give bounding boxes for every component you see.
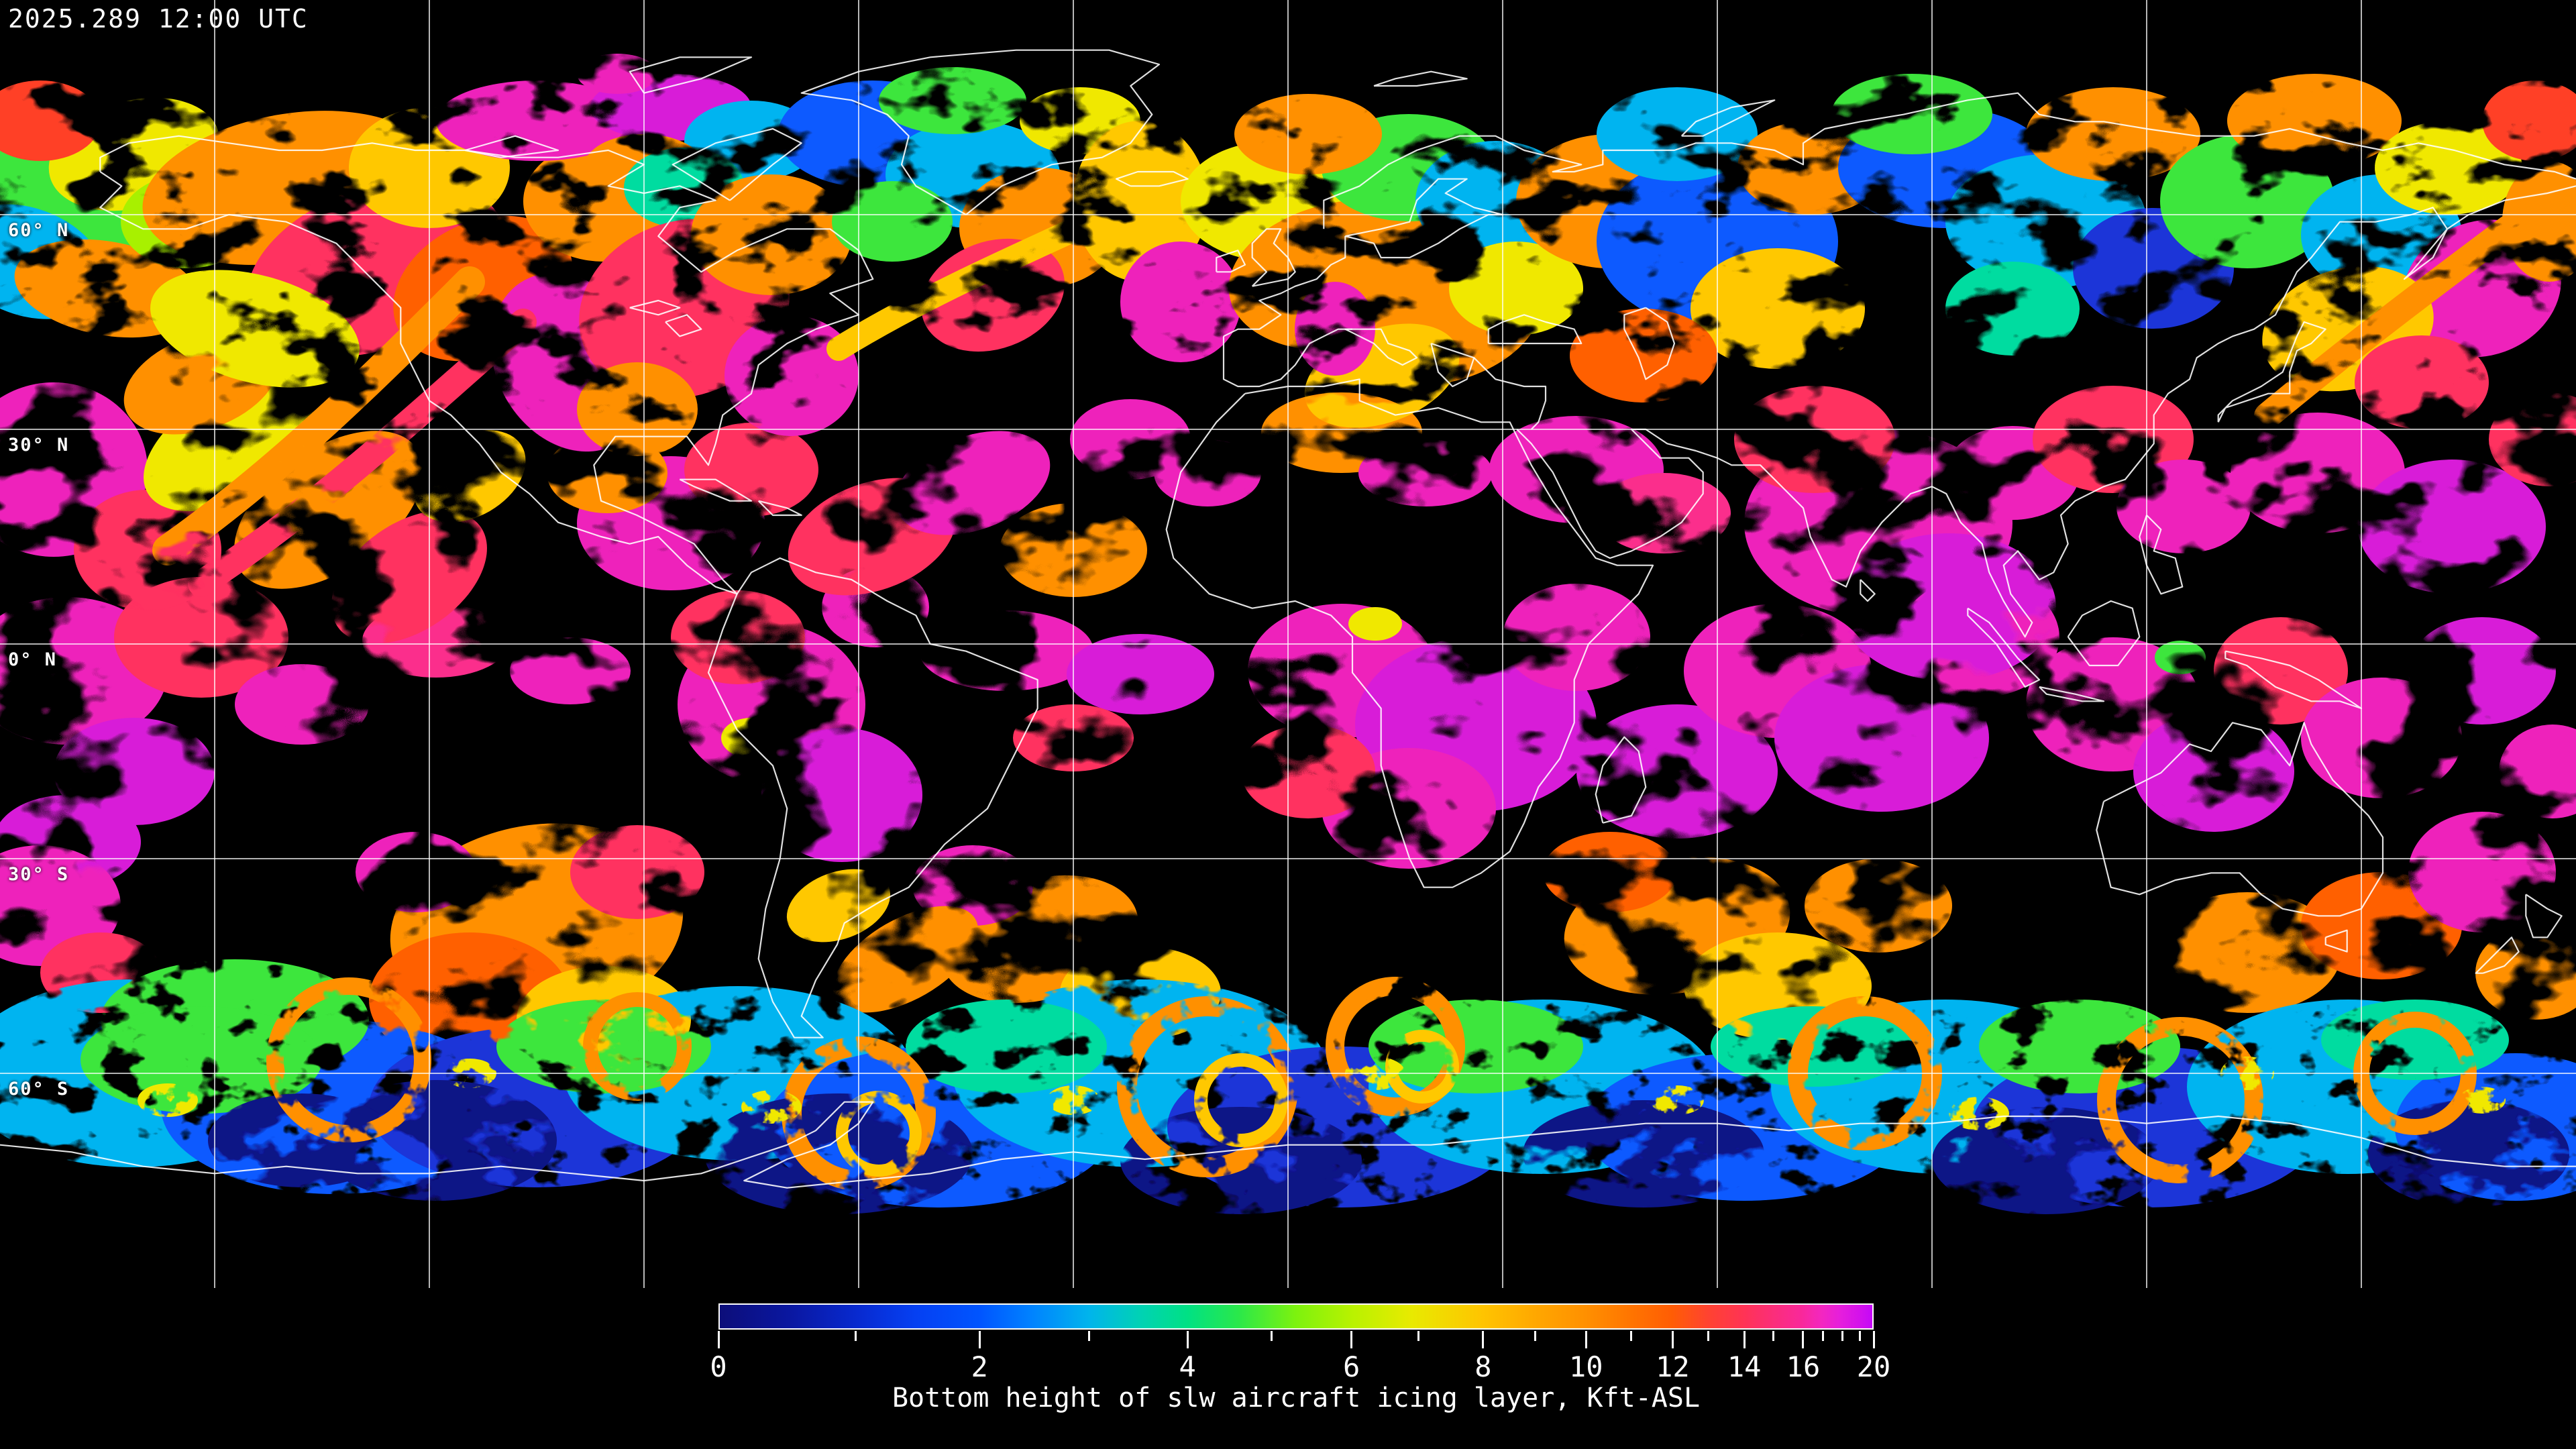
colorbar-tick-label-20: 20 [1856,1350,1891,1383]
colorbar-tick-4 [1186,1331,1189,1348]
lat-label-30s: 30° S [8,864,70,885]
colorbar-tick-label-2: 2 [971,1350,988,1383]
colorbar-tick-6 [1350,1331,1353,1348]
colorbar-tick-18 [1841,1331,1843,1341]
colorbar-tick-label-10: 10 [1568,1350,1603,1383]
lat-label-60s: 60° S [8,1079,70,1099]
lat-label-30n: 30° N [8,435,70,455]
colorbar-tick-1 [855,1331,857,1341]
colorbar-tick-14 [1743,1331,1746,1348]
colorbar-tick-20 [1872,1331,1875,1348]
colorbar-tick-19 [1858,1331,1861,1341]
colorbar-tick-10 [1585,1331,1587,1348]
lat-label-60n: 60° N [8,220,70,241]
colorbar-tick-label-6: 6 [1342,1350,1360,1383]
lat-label-0n: 0° N [8,649,58,670]
colorbar-tick-0 [717,1331,720,1348]
icing-data-layer [0,54,2576,1214]
timestamp: 2025.289 12:00 UTC [8,4,309,34]
colorbar-tick-5 [1271,1331,1273,1341]
colorbar-tick-11 [1629,1331,1632,1341]
colorbar-tick-8 [1482,1331,1485,1348]
colorbar-tick-label-12: 12 [1656,1350,1690,1383]
colorbar-tick-9 [1534,1331,1536,1341]
colorbar-tick-12 [1671,1331,1674,1348]
colorbar-tick-13 [1707,1331,1710,1341]
colorbar-tick-label-4: 4 [1179,1350,1196,1383]
colorbar-tick-15 [1772,1331,1774,1341]
colorbar-tick-label-8: 8 [1474,1350,1492,1383]
colorbar-tick-label-14: 14 [1727,1350,1762,1383]
colorbar-tick-2 [978,1331,981,1348]
colorbar-tick-17 [1821,1331,1824,1341]
colorbar-tick-label-16: 16 [1786,1350,1821,1383]
colorbar-caption: Bottom height of slw aircraft icing laye… [892,1383,1701,1413]
colorbar-gradient [718,1303,1874,1330]
colorbar-tick-3 [1088,1331,1091,1341]
colorbar-tick-label-0: 0 [710,1350,727,1383]
colorbar-tick-7 [1417,1331,1420,1341]
graticule-layer [0,0,2576,1288]
colorbar: 0 2 4 6 8 10 12 14 16 20 Bottom height of slw air… [710,1303,1890,1444]
world-icing-map [0,0,2576,1288]
colorbar-tick-16 [1802,1331,1805,1348]
